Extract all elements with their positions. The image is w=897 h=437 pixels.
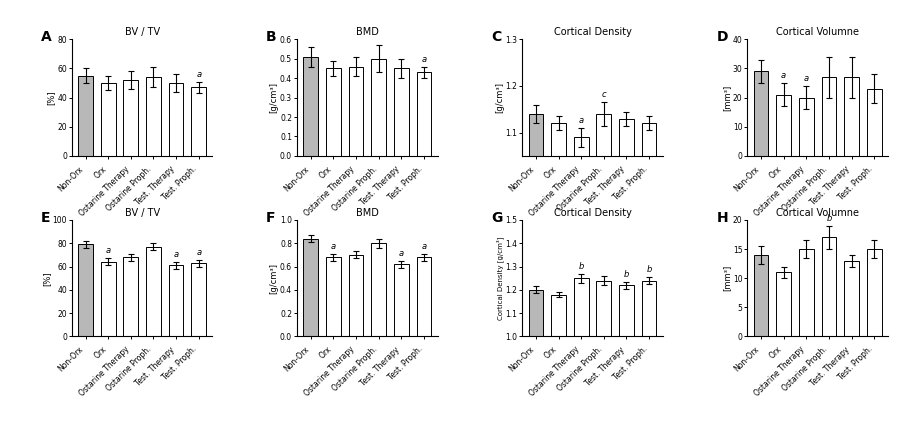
Bar bbox=[528, 290, 544, 437]
Text: a: a bbox=[196, 248, 201, 257]
Text: F: F bbox=[266, 211, 275, 225]
Bar bbox=[326, 257, 341, 336]
Bar bbox=[799, 249, 814, 336]
Text: E: E bbox=[40, 211, 50, 225]
Bar bbox=[776, 272, 791, 336]
Bar bbox=[867, 89, 882, 156]
Bar bbox=[799, 97, 814, 156]
Text: a: a bbox=[422, 242, 426, 251]
Text: b: b bbox=[647, 265, 652, 274]
Text: C: C bbox=[492, 30, 501, 44]
Bar bbox=[619, 118, 634, 437]
Title: Cortical Density: Cortical Density bbox=[553, 27, 631, 37]
Bar bbox=[551, 123, 566, 437]
Bar bbox=[394, 69, 409, 156]
Text: G: G bbox=[492, 211, 502, 225]
Y-axis label: [mm³]: [mm³] bbox=[722, 84, 731, 111]
Bar bbox=[169, 265, 184, 336]
Bar bbox=[303, 57, 318, 156]
Text: H: H bbox=[717, 211, 728, 225]
Bar bbox=[371, 243, 386, 336]
Text: a: a bbox=[196, 69, 201, 79]
Bar bbox=[146, 77, 161, 156]
Bar bbox=[100, 83, 116, 156]
Bar bbox=[394, 264, 409, 336]
Bar bbox=[776, 95, 791, 156]
Bar bbox=[597, 114, 611, 437]
Y-axis label: [mm³]: [mm³] bbox=[722, 265, 731, 291]
Text: D: D bbox=[717, 30, 727, 44]
Text: a: a bbox=[781, 71, 787, 80]
Bar bbox=[371, 59, 386, 156]
Bar bbox=[191, 263, 206, 336]
Bar bbox=[867, 249, 882, 336]
Bar bbox=[349, 66, 363, 156]
Y-axis label: [g/cm³]: [g/cm³] bbox=[495, 82, 504, 113]
Bar bbox=[146, 247, 161, 336]
Bar bbox=[528, 114, 544, 437]
Bar bbox=[574, 278, 588, 437]
Bar bbox=[574, 137, 588, 437]
Bar bbox=[844, 77, 859, 156]
Title: BV / TV: BV / TV bbox=[125, 27, 160, 37]
Bar bbox=[416, 73, 431, 156]
Title: Cortical Density: Cortical Density bbox=[553, 208, 631, 218]
Text: a: a bbox=[173, 250, 179, 259]
Y-axis label: [g/cm³]: [g/cm³] bbox=[270, 82, 279, 113]
Text: c: c bbox=[602, 90, 606, 99]
Text: a: a bbox=[579, 116, 584, 125]
Bar bbox=[78, 244, 93, 336]
Bar bbox=[416, 257, 431, 336]
Bar bbox=[844, 261, 859, 336]
Bar bbox=[124, 80, 138, 156]
Title: BV / TV: BV / TV bbox=[125, 208, 160, 218]
Bar bbox=[326, 69, 341, 156]
Bar bbox=[753, 255, 769, 336]
Bar bbox=[303, 239, 318, 336]
Bar bbox=[753, 71, 769, 156]
Title: BMD: BMD bbox=[356, 208, 379, 218]
Title: BMD: BMD bbox=[356, 27, 379, 37]
Bar bbox=[349, 255, 363, 336]
Bar bbox=[822, 77, 836, 156]
Bar bbox=[124, 257, 138, 336]
Bar bbox=[641, 123, 657, 437]
Bar bbox=[641, 281, 657, 437]
Bar bbox=[78, 76, 93, 156]
Y-axis label: [g/cm³]: [g/cm³] bbox=[270, 263, 279, 294]
Bar bbox=[822, 237, 836, 336]
Text: a: a bbox=[398, 249, 404, 258]
Text: b: b bbox=[623, 270, 629, 279]
Text: a: a bbox=[331, 242, 335, 251]
Title: Cortical Volumne: Cortical Volumne bbox=[776, 27, 859, 37]
Text: a: a bbox=[106, 246, 110, 256]
Text: b: b bbox=[826, 214, 832, 223]
Y-axis label: [%]: [%] bbox=[47, 90, 56, 105]
Bar bbox=[597, 281, 611, 437]
Bar bbox=[191, 87, 206, 156]
Bar bbox=[100, 262, 116, 336]
Bar bbox=[551, 295, 566, 437]
Text: A: A bbox=[40, 30, 51, 44]
Bar bbox=[619, 285, 634, 437]
Bar bbox=[169, 83, 184, 156]
Title: Cortical Volumne: Cortical Volumne bbox=[776, 208, 859, 218]
Y-axis label: Cortical Density [g/cm³]: Cortical Density [g/cm³] bbox=[496, 236, 504, 320]
Text: B: B bbox=[266, 30, 276, 44]
Text: a: a bbox=[422, 55, 426, 64]
Text: a: a bbox=[804, 74, 809, 83]
Y-axis label: [%]: [%] bbox=[42, 271, 51, 285]
Text: b: b bbox=[579, 262, 584, 271]
